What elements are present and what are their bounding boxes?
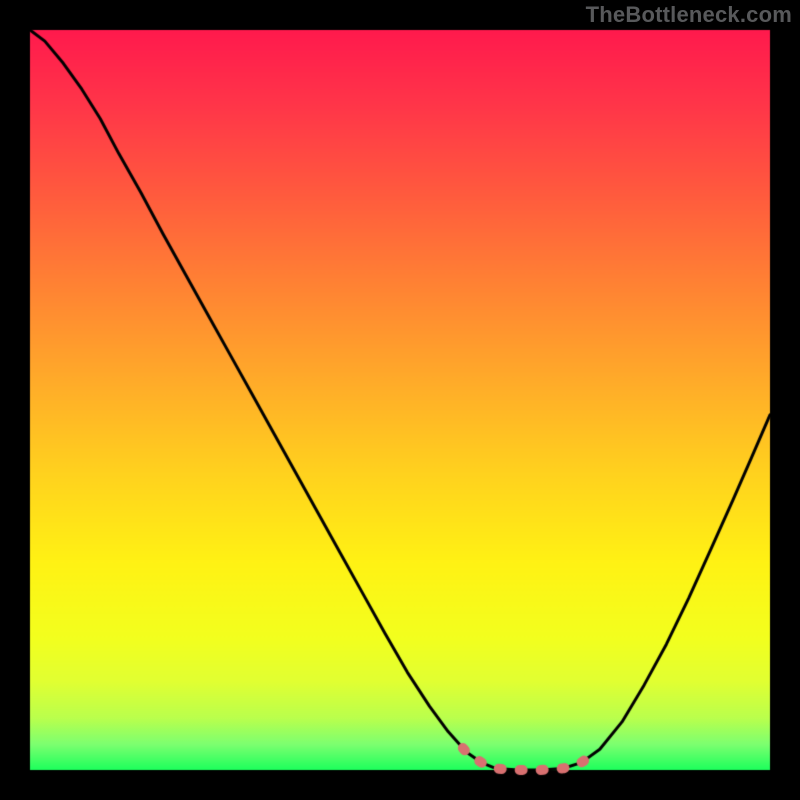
chart-stage: TheBottleneck.com [0,0,800,800]
bottleneck-curve [0,0,800,800]
